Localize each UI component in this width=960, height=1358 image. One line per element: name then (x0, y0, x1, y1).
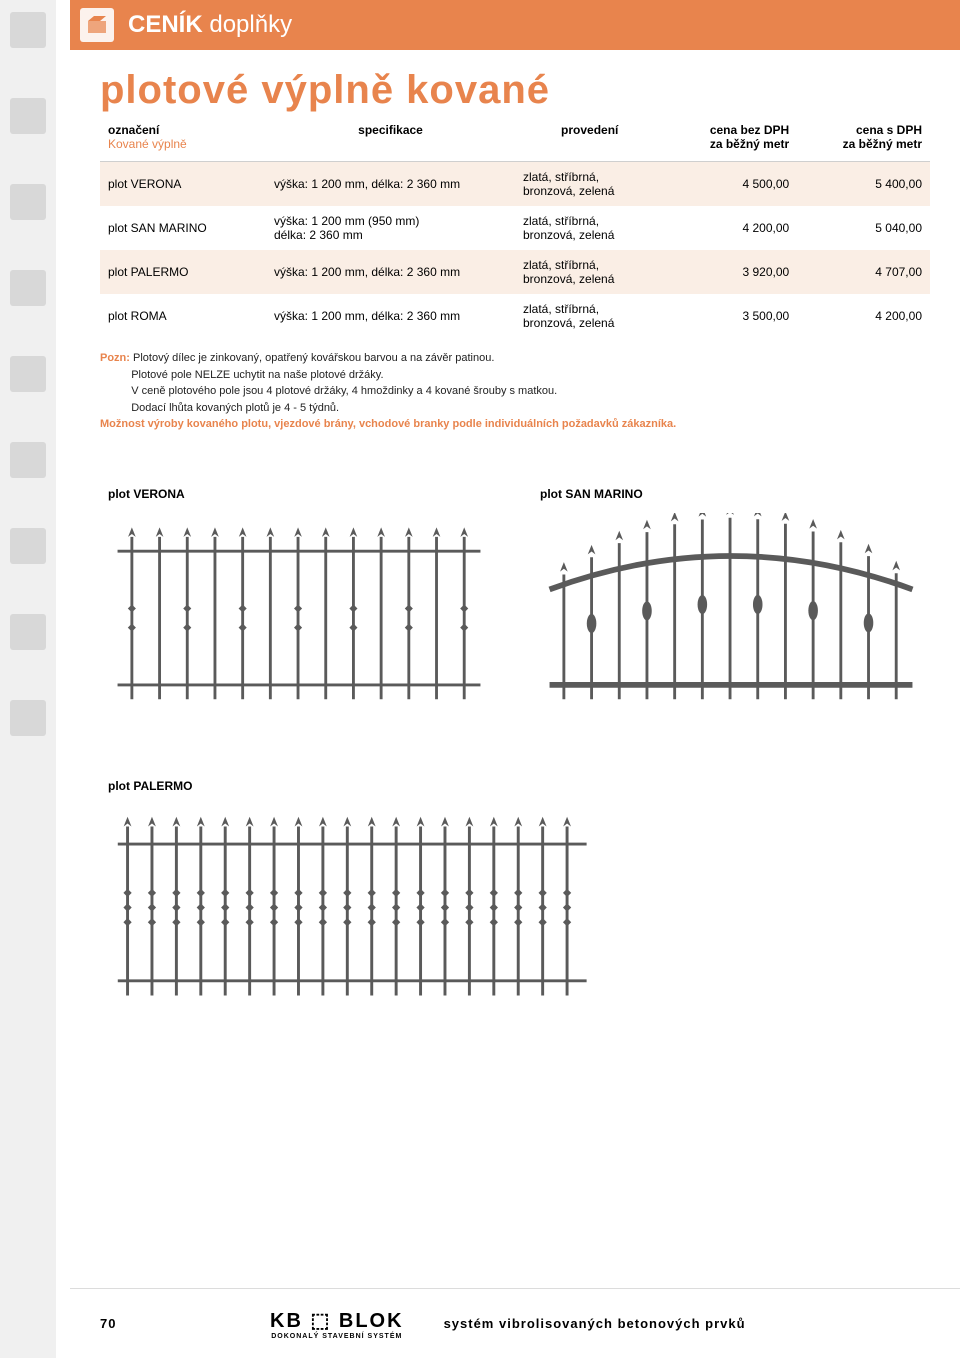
cell-prov: zlatá, stříbrná,bronzová, zelená (515, 250, 664, 294)
fence-palermo-svg (108, 805, 596, 1000)
cell-prov: zlatá, stříbrná,bronzová, zelená (515, 294, 664, 338)
note-line: Plotový dílec je zinkovaný, opatřený kov… (133, 352, 494, 364)
cell-price-novat: 3 500,00 (664, 294, 797, 338)
logo-sub: DOKONALÝ STAVEBNÍ SYSTÉM (270, 1333, 404, 1340)
cell-price-vat: 4 200,00 (797, 294, 930, 338)
sidebar-icon (10, 12, 46, 48)
cell-spec: výška: 1 200 mm (950 mm) délka: 2 360 mm (266, 206, 515, 250)
cell-price-vat: 4 707,00 (797, 250, 930, 294)
sidebar-icon (10, 700, 46, 736)
header-icon (80, 8, 114, 42)
note-line: Plotové pole NELZE uchytit na naše ploto… (131, 369, 383, 381)
sidebar-icon (10, 270, 46, 306)
note-line: V ceně plotového pole jsou 4 plotové drž… (131, 385, 557, 397)
sidebar-icon (10, 356, 46, 392)
figure-verona: plot VERONA (108, 487, 490, 709)
table-row: plot SAN MARINOvýška: 1 200 mm (950 mm) … (100, 206, 930, 250)
fence-sanmarino-svg (540, 513, 922, 704)
footer-slogan: systém vibrolisovaných betonových prvků (444, 1316, 746, 1331)
col-name-label: označení (108, 123, 159, 137)
col-price-vat: cena s DPH za běžný metr (797, 117, 930, 162)
logo-main: KB ⬚ BLOK (270, 1308, 404, 1333)
col-prov: provedení (515, 117, 664, 162)
cell-price-vat: 5 400,00 (797, 162, 930, 207)
figure-sanmarino: plot SAN MARINO (540, 487, 922, 709)
cell-name: plot PALERMO (100, 250, 266, 294)
table-row: plot VERONAvýška: 1 200 mm, délka: 2 360… (100, 162, 930, 207)
sidebar-icon (10, 184, 46, 220)
table-row: plot ROMAvýška: 1 200 mm, délka: 2 360 m… (100, 294, 930, 338)
cell-name: plot ROMA (100, 294, 266, 338)
sidebar (0, 0, 56, 1358)
footer: 70 KB ⬚ BLOK DOKONALÝ STAVEBNÍ SYSTÉM sy… (70, 1288, 960, 1358)
note-highlight: Možnost výroby kovaného plotu, vjezdové … (100, 418, 676, 430)
cell-spec: výška: 1 200 mm, délka: 2 360 mm (266, 250, 515, 294)
col-price-novat: cena bez DPH za běžný metr (664, 117, 797, 162)
cell-prov: zlatá, stříbrná,bronzová, zelená (515, 206, 664, 250)
note-label: Pozn: (100, 352, 130, 364)
figure-palermo: plot PALERMO (108, 779, 596, 1005)
table-row: plot PALERMOvýška: 1 200 mm, délka: 2 36… (100, 250, 930, 294)
cell-spec: výška: 1 200 mm, délka: 2 360 mm (266, 162, 515, 207)
sidebar-icon (10, 442, 46, 478)
header-title-light: doplňky (209, 11, 292, 38)
cell-price-novat: 4 200,00 (664, 206, 797, 250)
header-bar: CENÍK doplňky (70, 0, 960, 50)
cell-name: plot VERONA (100, 162, 266, 207)
col-spec: specifikace (266, 117, 515, 162)
cell-name: plot SAN MARINO (100, 206, 266, 250)
cell-price-novat: 3 920,00 (664, 250, 797, 294)
cell-price-vat: 5 040,00 (797, 206, 930, 250)
figure-label: plot SAN MARINO (540, 487, 922, 501)
figure-label: plot VERONA (108, 487, 490, 501)
figures: plot VERONA plot SAN MARINO (100, 487, 930, 1005)
cell-spec: výška: 1 200 mm, délka: 2 360 mm (266, 294, 515, 338)
sidebar-icon (10, 528, 46, 564)
cell-prov: zlatá, stříbrná,bronzová, zelená (515, 162, 664, 207)
fence-verona-svg (108, 513, 490, 704)
table-subtitle: Kované výplně (108, 137, 187, 151)
note-line: Dodací lhůta kovaných plotů je 4 - 5 týd… (131, 402, 339, 414)
figure-label: plot PALERMO (108, 779, 596, 793)
header-title-bold: CENÍK (128, 11, 203, 38)
footer-logo: KB ⬚ BLOK DOKONALÝ STAVEBNÍ SYSTÉM (270, 1308, 404, 1340)
sidebar-icon (10, 614, 46, 650)
sidebar-icon (10, 98, 46, 134)
page-title: plotové výplně kované (100, 68, 960, 113)
cell-price-novat: 4 500,00 (664, 162, 797, 207)
header-title: CENÍK doplňky (128, 11, 292, 39)
col-name: označení Kované výplně (100, 117, 266, 162)
price-table: označení Kované výplně specifikace prove… (100, 117, 930, 338)
page-number: 70 (100, 1316, 150, 1331)
note-block: Pozn: Plotový dílec je zinkovaný, opatře… (100, 350, 930, 433)
